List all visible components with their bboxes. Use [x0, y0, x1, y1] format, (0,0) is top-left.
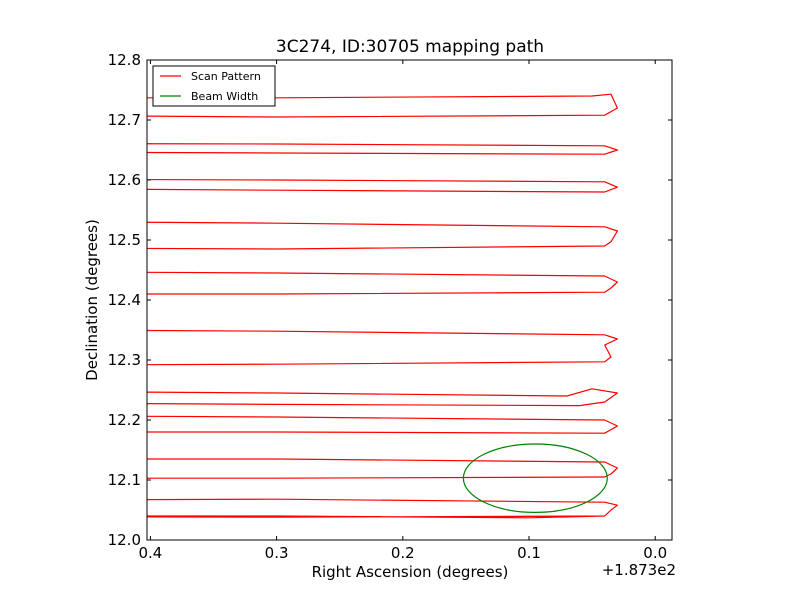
y-tick-label: 12.2 — [108, 411, 141, 429]
plot-series — [147, 93, 619, 519]
x-tick-label: 0.2 — [391, 544, 415, 562]
chart-title: 3C274, ID:30705 mapping path — [276, 37, 544, 57]
legend: Scan Pattern Beam Width — [152, 65, 276, 107]
y-tick-label: 12.5 — [108, 231, 141, 249]
axis-ticks: 0.0 0.1 0.2 0.3 0.412.0 12.1 12.2 12.3 12.4 12.5 1… — [108, 51, 672, 562]
x-tick-label: 0.0 — [643, 544, 667, 562]
y-tick-label: 12.6 — [108, 171, 141, 189]
legend-box — [152, 65, 276, 107]
beam-width-circle — [462, 443, 608, 514]
y-tick-label: 12.8 — [108, 51, 141, 69]
x-tick-label: 0.4 — [138, 544, 162, 562]
x-tick-label: 0.1 — [517, 544, 541, 562]
y-tick-label: 12.7 — [108, 111, 141, 129]
scan-pattern-line — [147, 93, 619, 519]
x-axis-offset-label: +1.873e2 — [602, 561, 676, 579]
y-tick-label: 12.3 — [108, 351, 141, 369]
x-tick-label: 0.3 — [265, 544, 289, 562]
legend-label-scan-pattern: Scan Pattern — [191, 70, 261, 83]
x-axis-label: Right Ascension (degrees) — [312, 563, 509, 581]
y-tick-label: 12.4 — [108, 291, 141, 309]
plot-frame — [146, 59, 673, 541]
y-axis-label: Declination (degrees) — [83, 219, 101, 381]
y-tick-label: 12.0 — [108, 531, 141, 549]
legend-label-beam-width: Beam Width — [191, 90, 258, 103]
y-tick-label: 12.1 — [108, 471, 141, 489]
